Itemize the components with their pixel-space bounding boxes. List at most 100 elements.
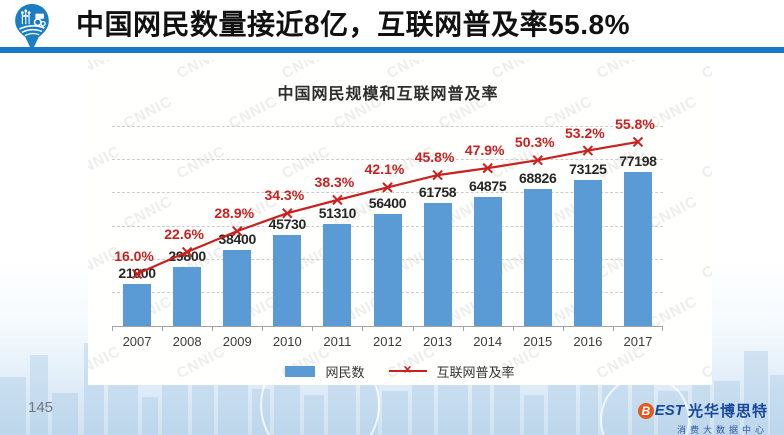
cnnic-watermark: CNNIC	[88, 60, 124, 83]
x-marker-icon	[131, 268, 143, 280]
x-marker-icon	[432, 169, 443, 181]
x-axis-label: 2016	[573, 334, 603, 349]
bar-value-label: 45730	[268, 216, 307, 232]
penetration-line-series	[131, 136, 644, 280]
bar-2009	[223, 249, 252, 326]
grid-line	[112, 126, 663, 127]
skyline-building	[0, 377, 26, 435]
x-marker-icon	[582, 145, 594, 156]
brand-pin-logo	[15, 3, 49, 52]
x-axis-tick	[612, 327, 614, 331]
x-axis-label: 2007	[122, 334, 152, 349]
cnnic-watermark: CNNIC	[174, 60, 229, 83]
x-axis-label: 2011	[323, 334, 352, 349]
chart-panel: CNNIC CNNIC CNNIC CNNIC CNNIC CNNIC CNNIC CNNIC…	[88, 60, 712, 385]
skyline-building	[580, 385, 598, 435]
x-axis-tick	[162, 327, 164, 331]
x-marker-icon	[332, 194, 343, 206]
bar-value-label: 51310	[318, 204, 357, 221]
x-axis-label: 2008	[172, 334, 202, 349]
cnnic-watermark: CNNIC	[699, 242, 712, 283]
grid-line	[112, 192, 663, 194]
x-axis-label: 2012	[373, 334, 402, 349]
x-marker-icon	[181, 246, 193, 258]
skyline-building	[252, 389, 270, 435]
x-marker-icon	[232, 225, 243, 237]
x-axis-label: 2017	[623, 334, 653, 349]
bar-2014	[473, 196, 502, 326]
brand-est-text: EST	[654, 402, 684, 419]
chart-legend: 网民数 × 互联网普及率	[88, 361, 712, 381]
legend-bar-label: 网民数	[325, 364, 365, 380]
footer-brand-row: B EST 光华博思特	[637, 400, 768, 421]
x-axis-tick	[462, 327, 464, 331]
bar-value-label: 68826	[519, 170, 557, 187]
skyline-building	[524, 395, 544, 435]
line-value-label: 38.3%	[314, 173, 355, 190]
brand-name-cn: 光华博思特	[687, 403, 768, 420]
x-marker-icon	[382, 182, 393, 193]
x-axis-label: 2013	[423, 334, 453, 349]
brand-subtitle: 消费大数据中心	[676, 425, 768, 435]
slide-header: 中国网民数量接近8亿，互联网普及率55.8%	[0, 0, 784, 53]
header-divider	[0, 47, 784, 53]
bar-2013	[423, 203, 452, 326]
x-axis-tick	[112, 327, 113, 331]
skyline-building	[304, 395, 324, 435]
x-axis-label: 2015	[523, 334, 553, 349]
x-marker-icon	[532, 154, 543, 166]
x-axis-tick	[562, 327, 564, 331]
line-value-label: 53.2%	[565, 124, 605, 141]
legend-line-swatch: ×	[388, 361, 427, 378]
x-axis-tick	[262, 327, 264, 331]
bar-value-label: 77198	[619, 153, 657, 170]
line-value-label: 55.8%	[615, 115, 655, 132]
skyline-building	[438, 383, 468, 435]
line-value-label: 47.9%	[464, 142, 505, 159]
bar-2016	[573, 180, 602, 326]
chart-title: 中国网民规模和互联网普及率	[277, 86, 499, 103]
x-axis-label: 2009	[222, 334, 252, 349]
x-axis-label: 2010	[272, 334, 302, 349]
line-value-label: 50.3%	[514, 134, 555, 151]
x-axis-tick	[362, 327, 364, 331]
skyline-building	[52, 393, 78, 435]
skyline-building	[770, 375, 784, 435]
x-axis-label: 2014	[473, 334, 503, 349]
x-axis-tick	[412, 327, 414, 331]
x-marker-icon	[282, 208, 293, 219]
x-axis-tick	[662, 327, 663, 331]
skyline-building	[382, 391, 408, 435]
page-title: 中国网民数量接近8亿，互联网普及率55.8%	[76, 9, 630, 40]
legend-line-stroke	[388, 370, 427, 372]
bar-value-label: 29800	[168, 247, 206, 264]
legend-bar-swatch	[285, 365, 316, 377]
line-value-label: 28.9%	[214, 205, 255, 222]
cnnic-watermark: CNNIC	[594, 60, 649, 83]
line-value-label: 42.1%	[364, 161, 405, 178]
grid-line	[112, 159, 663, 161]
bar-value-label: 73125	[569, 161, 607, 178]
line-value-label: 22.6%	[164, 226, 204, 243]
skyline-building	[192, 385, 214, 435]
skyline-building	[360, 379, 378, 435]
bar-2007	[123, 284, 152, 326]
bar-2010	[273, 235, 302, 326]
chart-plot-area: 2100020072980020083840020094573020105131…	[112, 116, 663, 349]
skyline-building	[142, 397, 158, 435]
page-number: 145	[28, 399, 54, 416]
cnnic-watermark: CNNIC	[384, 60, 439, 83]
cnnic-watermark: CNNIC	[489, 60, 544, 83]
x-axis-tick	[512, 327, 514, 331]
cnnic-watermark: CNNIC	[279, 60, 334, 83]
bar-2015	[523, 189, 552, 326]
x-marker-icon	[482, 162, 493, 174]
x-axis-tick	[312, 327, 314, 331]
footer-brand-logo: B EST 光华博思特 消费大数据中心	[637, 400, 768, 435]
bar-value-label: 61758	[418, 184, 457, 201]
cnnic-watermark: CNNIC	[699, 142, 712, 183]
brand-b-icon: B	[637, 402, 654, 419]
bar-value-label: 64875	[468, 177, 507, 194]
bar-2008	[173, 266, 202, 326]
